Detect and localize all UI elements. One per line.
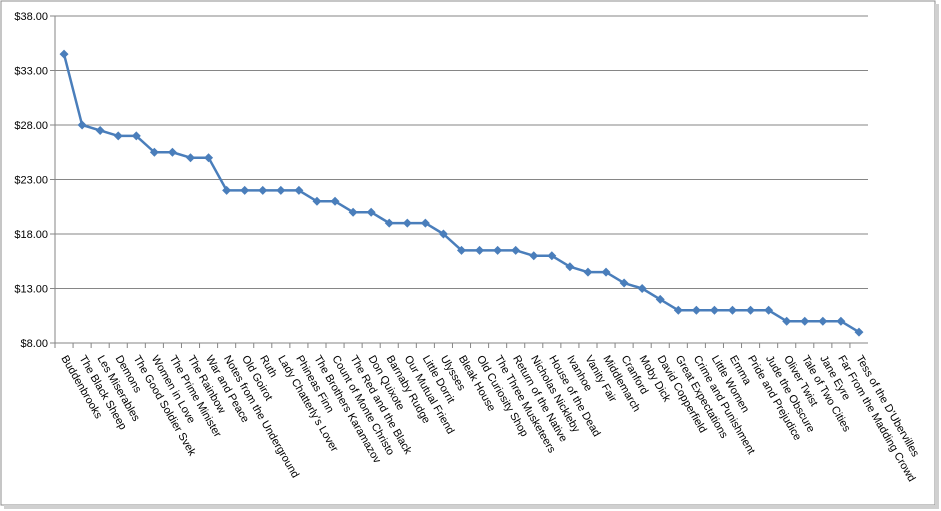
marker (276, 185, 286, 195)
marker (77, 120, 87, 130)
frame-shadow (935, 4, 939, 509)
marker (457, 245, 466, 255)
marker (420, 218, 430, 228)
marker (59, 49, 69, 59)
marker (258, 185, 268, 195)
marker (366, 207, 376, 217)
marker (167, 147, 177, 157)
marker (709, 305, 719, 315)
marker (601, 267, 611, 277)
marker (746, 305, 756, 315)
marker (583, 267, 593, 277)
marker (637, 284, 647, 293)
marker (186, 153, 195, 163)
marker (95, 125, 105, 135)
y-tick-label: $28.00 (14, 120, 48, 132)
marker (384, 218, 394, 228)
frame-shadow (4, 505, 937, 509)
marker (312, 196, 322, 206)
marker (149, 147, 159, 157)
marker (131, 131, 141, 141)
marker (511, 245, 521, 255)
marker (565, 262, 575, 272)
marker (836, 316, 846, 326)
y-tick-label: $33.00 (14, 66, 48, 78)
y-tick-label: $38.00 (14, 11, 48, 23)
marker (348, 207, 358, 217)
marker (728, 305, 737, 315)
marker (655, 294, 665, 304)
marker (529, 251, 539, 261)
marker (764, 305, 774, 315)
y-tick-label: $23.00 (14, 175, 48, 187)
marker (438, 229, 448, 239)
marker (673, 305, 683, 315)
y-tick-label: $13.00 (14, 284, 48, 296)
marker (240, 185, 250, 195)
marker (782, 316, 792, 326)
y-tick-label: $8.00 (20, 338, 48, 350)
marker (691, 305, 701, 315)
marker (854, 327, 864, 337)
marker (547, 251, 557, 261)
marker (113, 131, 123, 141)
marker (294, 185, 304, 195)
y-tick-label: $18.00 (14, 229, 48, 241)
marker (222, 185, 232, 195)
marker (402, 218, 412, 228)
marker (493, 245, 503, 255)
marker (800, 316, 810, 326)
marker (818, 316, 828, 326)
marker (330, 196, 340, 206)
marker (475, 245, 485, 255)
marker (204, 153, 214, 163)
marker (619, 278, 629, 288)
